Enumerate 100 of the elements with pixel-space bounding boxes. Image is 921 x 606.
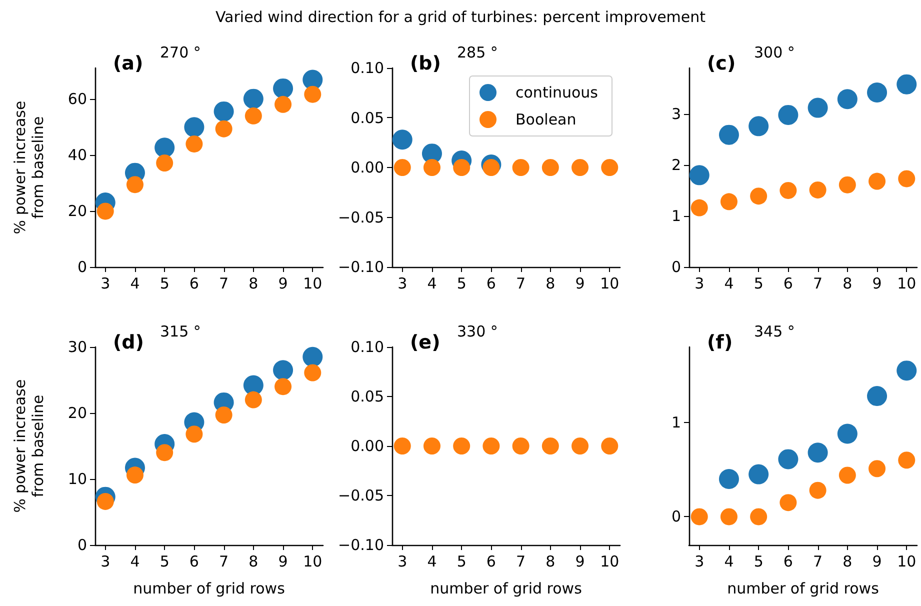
y-axis-title: % power increase from baseline bbox=[11, 100, 47, 234]
x-tick-label: 8 bbox=[842, 552, 852, 570]
point bbox=[453, 159, 470, 176]
x-tick-label: 6 bbox=[783, 274, 793, 292]
x-axis-title: number of grid rows bbox=[727, 580, 880, 598]
y-axis-title: % power increase from baseline bbox=[11, 379, 47, 513]
y-tick-label: 2 bbox=[671, 156, 681, 174]
annotation: (b) bbox=[410, 52, 441, 74]
chart-title: 330 ° bbox=[457, 322, 498, 340]
x-tick-label: 5 bbox=[754, 552, 764, 570]
point bbox=[898, 170, 916, 188]
x-tick-label: 7 bbox=[516, 274, 526, 292]
point bbox=[690, 508, 708, 526]
point bbox=[423, 159, 440, 176]
x-tick-label: 9 bbox=[575, 552, 585, 570]
point bbox=[780, 182, 797, 199]
y-tick-label: 0.00 bbox=[350, 437, 384, 455]
y-tick-label: 20 bbox=[68, 202, 87, 220]
point bbox=[808, 98, 828, 118]
point bbox=[156, 444, 174, 462]
point bbox=[274, 378, 292, 396]
x-tick-label: 3 bbox=[694, 552, 704, 570]
x-axis-title: number of grid rows bbox=[133, 580, 286, 598]
point bbox=[748, 464, 769, 484]
y-tick-label: −0.05 bbox=[338, 208, 384, 226]
x-tick-label: 10 bbox=[600, 552, 620, 570]
chart-title: 285 ° bbox=[457, 44, 498, 62]
x-tick-label: 6 bbox=[486, 552, 496, 570]
x-tick-label: 4 bbox=[130, 274, 140, 292]
x-tick-label: 7 bbox=[516, 552, 526, 570]
point bbox=[215, 406, 232, 424]
point bbox=[720, 508, 738, 526]
point bbox=[718, 124, 739, 145]
x-axis-title: number of grid rows bbox=[430, 580, 582, 598]
text: Varied wind direction for a grid of turbines: percent improvement bbox=[214, 8, 707, 26]
x-tick-label: 10 bbox=[600, 274, 620, 292]
y-tick-label: 1 bbox=[671, 413, 681, 432]
y-tick-label: 0 bbox=[77, 258, 87, 276]
x-tick-label: 10 bbox=[303, 552, 322, 570]
point bbox=[273, 78, 294, 98]
point bbox=[809, 181, 826, 198]
point bbox=[601, 159, 618, 176]
annotation: (c) bbox=[707, 52, 736, 74]
point bbox=[273, 360, 294, 380]
x-tick-label: 8 bbox=[842, 274, 852, 292]
x-tick-label: 4 bbox=[724, 274, 734, 292]
point bbox=[126, 176, 144, 194]
point bbox=[304, 364, 322, 382]
point bbox=[750, 508, 768, 526]
x-tick-label: 5 bbox=[754, 274, 764, 292]
y-tick-label: 0 bbox=[671, 258, 681, 276]
point bbox=[572, 159, 589, 176]
x-tick-label: 9 bbox=[575, 274, 585, 292]
point bbox=[748, 116, 769, 136]
point bbox=[154, 138, 175, 158]
x-tick-label: 7 bbox=[219, 274, 229, 292]
y-tick-label: 30 bbox=[68, 338, 87, 356]
x-tick-label: 10 bbox=[303, 274, 322, 292]
point bbox=[184, 117, 204, 138]
point bbox=[808, 442, 828, 463]
point bbox=[720, 193, 738, 210]
chart-title: 345 ° bbox=[754, 322, 795, 340]
y-tick-label: 10 bbox=[68, 470, 87, 488]
x-tick-label: 10 bbox=[897, 274, 916, 292]
point bbox=[186, 135, 203, 152]
x-tick-label: 4 bbox=[724, 552, 734, 570]
x-tick-label: 3 bbox=[100, 552, 110, 570]
point bbox=[243, 88, 264, 109]
chart-title: 315 ° bbox=[160, 322, 201, 340]
y-tick-label: −0.10 bbox=[338, 258, 384, 276]
point bbox=[482, 159, 500, 176]
point bbox=[809, 482, 826, 499]
point bbox=[304, 86, 322, 103]
point bbox=[126, 466, 144, 484]
chart-title: 300 ° bbox=[754, 44, 795, 62]
y-tick-label: 0.10 bbox=[350, 59, 384, 77]
y-tick-label: 0 bbox=[77, 536, 87, 554]
x-tick-label: 7 bbox=[813, 552, 823, 570]
point bbox=[214, 101, 234, 122]
point bbox=[690, 199, 708, 216]
point bbox=[778, 104, 798, 125]
point bbox=[96, 492, 114, 510]
point bbox=[838, 176, 856, 194]
annotation: (e) bbox=[410, 332, 440, 354]
legend-label: Boolean bbox=[516, 110, 576, 128]
x-tick-label: 7 bbox=[813, 274, 823, 292]
x-tick-label: 3 bbox=[100, 274, 110, 292]
point bbox=[867, 82, 888, 102]
y-tick-label: −0.05 bbox=[338, 486, 384, 504]
y-tick-label: 0.05 bbox=[350, 108, 384, 127]
point bbox=[542, 159, 559, 176]
x-tick-label: 8 bbox=[248, 274, 258, 292]
y-tick-label: 20 bbox=[68, 404, 87, 422]
x-tick-label: 9 bbox=[278, 274, 288, 292]
point bbox=[96, 202, 114, 220]
y-tick-label: 0.00 bbox=[350, 158, 384, 176]
point bbox=[868, 460, 886, 478]
point bbox=[244, 391, 262, 408]
x-tick-label: 8 bbox=[248, 552, 258, 570]
x-tick-label: 6 bbox=[189, 552, 199, 570]
